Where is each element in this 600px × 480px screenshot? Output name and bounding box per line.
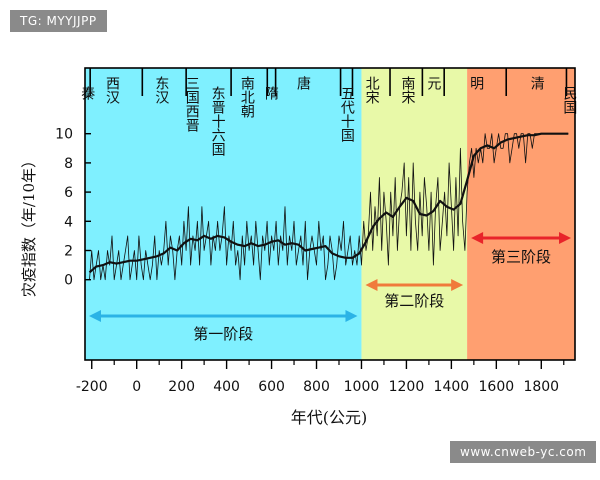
dynasty-label: 南宋 (400, 76, 416, 104)
x-tick-label: 200 (168, 379, 195, 395)
dynasty-label: 唐 (295, 75, 311, 90)
watermark-top-left: TG: MYYJJPP (10, 10, 107, 32)
dynasty-label: 南北朝 (239, 76, 255, 119)
dynasty-label: 五代十国 (339, 86, 355, 142)
stage-arrow-head-right (451, 279, 464, 291)
x-axis-label: 年代(公元) (291, 408, 368, 427)
dynasty-label: 元 (425, 76, 441, 91)
stage-region-2 (361, 68, 468, 360)
stage-region-3 (467, 68, 575, 360)
watermark-bottom-right: www.cnweb-yc.com (450, 441, 597, 463)
y-tick-label: 6 (64, 185, 73, 201)
dynasty-label: 东晋十六国 (210, 86, 226, 156)
x-tick-label: 1800 (523, 379, 559, 395)
plot-frame (84, 67, 576, 361)
x-tick-label: 1000 (344, 379, 380, 395)
dynasty-label: 东汉 (153, 76, 169, 104)
x-tick-label: -200 (76, 379, 108, 395)
x-tick-label: 0 (132, 379, 141, 395)
dynasty-label: 清 (529, 76, 545, 90)
dynasty-label: 隋 (263, 86, 279, 100)
stage-arrow-head-right (559, 232, 571, 244)
stage-arrow-head-left (89, 310, 101, 322)
stage-label: 第二阶段 (384, 292, 444, 310)
stage-region-1 (85, 68, 362, 360)
x-tick-label: 400 (213, 379, 240, 395)
y-tick-label: 10 (55, 127, 73, 143)
stage-label: 第一阶段 (193, 325, 253, 343)
stage-label: 第三阶段 (491, 248, 551, 266)
y-tick-label: 0 (64, 273, 73, 289)
x-tick-label: 1400 (434, 379, 470, 395)
stage-arrow-head-left (365, 279, 378, 291)
x-tick-label: 1600 (479, 379, 515, 395)
dynasty-label: 三国西晋 (184, 76, 200, 132)
stage-arrow-head-left (471, 232, 484, 244)
dynasty-label: 西汉 (104, 76, 120, 104)
y-tick-label: 2 (64, 244, 73, 260)
dynasty-label: 民国 (561, 86, 577, 114)
x-tick-label: 600 (258, 379, 285, 395)
dynasty-label: 明 (468, 76, 484, 91)
stage-arrow-head-right (345, 310, 358, 322)
smoothed-series-line (88, 132, 569, 274)
x-tick-label: 800 (303, 379, 330, 395)
y-tick-label: 8 (64, 156, 73, 172)
dynasty-label: 北宋 (364, 76, 380, 104)
y-tick-label: 4 (64, 214, 73, 230)
dynasty-label: 秦 (79, 86, 95, 100)
y-axis-label: 灾疫指数（年/10年） (20, 153, 38, 297)
x-tick-label: 1200 (389, 379, 425, 395)
